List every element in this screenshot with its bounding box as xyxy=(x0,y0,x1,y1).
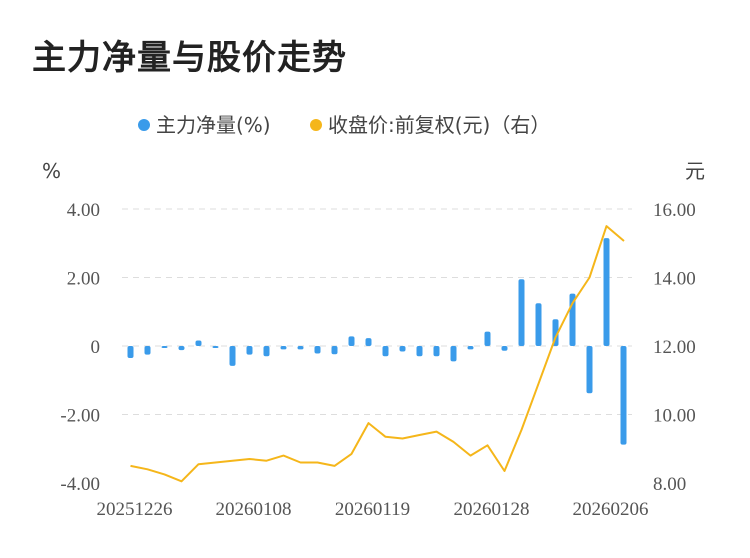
left-tick-label: 0 xyxy=(91,337,101,358)
bar-main-force xyxy=(518,279,525,346)
right-tick-label: 10.00 xyxy=(653,406,696,427)
bar-main-force xyxy=(161,346,168,348)
right-tick-label: 12.00 xyxy=(653,337,696,358)
bar-main-force xyxy=(127,346,134,358)
bar-main-force xyxy=(144,346,151,355)
legend-marker-main-force xyxy=(138,119,150,131)
bar-main-force xyxy=(399,346,406,352)
line-series xyxy=(130,225,625,483)
right-tick-label: 16.00 xyxy=(653,200,696,221)
left-tick-label: 4.00 xyxy=(67,200,100,221)
chart-title: 主力净量与股价走势 xyxy=(32,38,347,78)
bar-main-force xyxy=(450,346,457,362)
left-tick-label: -4.00 xyxy=(60,474,100,495)
bar-main-force xyxy=(467,346,474,350)
bar-main-force xyxy=(484,331,491,346)
right-axis-unit: 元 xyxy=(685,159,705,183)
bar-main-force xyxy=(178,346,185,351)
left-tick-label: 2.00 xyxy=(67,269,100,290)
grid-lines xyxy=(122,208,632,415)
right-axis-ticks: 16.00 14.00 12.00 10.00 8.00 xyxy=(653,200,696,495)
line-close-price xyxy=(130,225,625,483)
legend-label-main-force: 主力净量(%) xyxy=(156,113,271,137)
x-axis-ticks: 20251226 20260108 20260119 20260128 20260206 xyxy=(97,499,649,520)
bar-main-force xyxy=(195,340,202,346)
right-tick-label: 8.00 xyxy=(653,474,686,495)
bar-series xyxy=(127,238,627,445)
bar-main-force xyxy=(246,346,253,355)
bar-main-force xyxy=(348,336,355,346)
x-tick-label: 20260128 xyxy=(454,499,530,520)
bar-main-force xyxy=(620,346,627,445)
left-axis-unit: % xyxy=(42,159,61,183)
x-tick-label: 20260206 xyxy=(573,499,649,520)
bar-main-force xyxy=(280,346,287,350)
bar-main-force xyxy=(382,346,389,357)
bar-main-force xyxy=(297,346,304,350)
bar-main-force xyxy=(212,346,219,348)
left-axis-ticks: 4.00 2.00 0 -2.00 -4.00 xyxy=(60,200,100,495)
legend-marker-close-price xyxy=(310,119,322,131)
right-tick-label: 14.00 xyxy=(653,269,696,290)
bar-main-force xyxy=(501,346,508,351)
bar-main-force xyxy=(229,346,236,366)
x-tick-label: 20260119 xyxy=(335,499,410,520)
bar-main-force xyxy=(603,238,610,346)
x-tick-label: 20251226 xyxy=(97,499,173,520)
bar-main-force xyxy=(416,346,423,357)
bar-main-force xyxy=(535,303,542,346)
bar-main-force xyxy=(314,346,321,354)
bar-main-force xyxy=(263,346,270,357)
bar-main-force xyxy=(331,346,338,355)
bar-main-force xyxy=(365,338,372,346)
bar-main-force xyxy=(433,346,440,357)
left-tick-label: -2.00 xyxy=(60,406,100,427)
bar-main-force xyxy=(586,346,593,394)
legend: 主力净量(%) 收盘价:前复权(元)（右） xyxy=(138,113,550,137)
legend-label-close-price: 收盘价:前复权(元)（右） xyxy=(328,113,550,137)
x-tick-label: 20260108 xyxy=(216,499,292,520)
